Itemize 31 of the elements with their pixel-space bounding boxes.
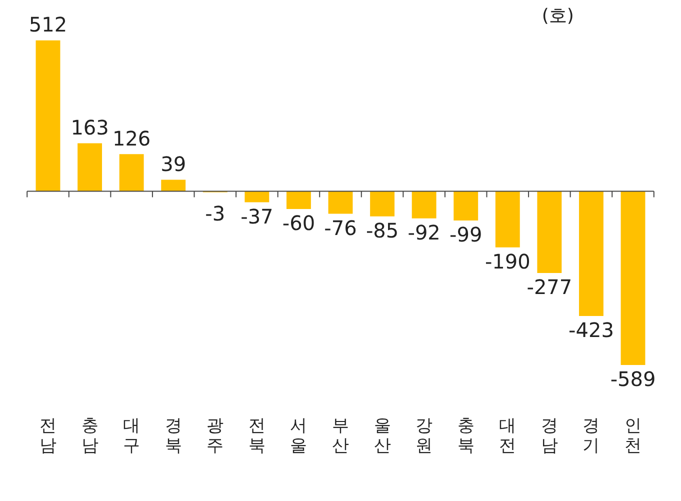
x-tick-label: 인천 [624,416,642,456]
data-label: -99 [450,222,482,247]
data-label: -76 [324,216,357,240]
data-label: 163 [70,115,109,140]
data-label: -3 [205,202,226,226]
text: (호) [542,6,574,27]
data-label: -37 [240,204,274,228]
x-tick-label: 서울 [290,416,308,456]
data-label: -60 [282,211,316,236]
data-label: -277 [526,275,572,300]
x-tick-label: 광주 [206,416,224,456]
x-tick-label: 대구 [123,416,140,456]
x-tick-label: 충남 [81,416,98,456]
x-tick-label: 경북 [164,416,182,456]
data-label: -92 [408,220,440,245]
data-label: 512 [28,12,68,37]
x-tick-label: 전북 [248,416,266,456]
x-tick-label: 경기 [582,416,600,456]
data-label: 126 [112,126,151,150]
x-tick-label: 부산 [332,416,349,456]
x-tick-label: 강원 [416,416,433,456]
x-tick-label: 대전 [499,416,516,456]
data-label: -190 [484,250,530,274]
x-tick-label: 전남 [39,416,56,456]
x-tick-label: 경남 [540,416,558,456]
data-label: -423 [568,318,614,342]
data-label: -85 [366,218,399,243]
data-label: 39 [160,152,186,176]
data-label: -589 [610,367,656,392]
x-tick-label: 울산 [374,416,391,456]
x-tick-label: 충북 [457,416,474,456]
